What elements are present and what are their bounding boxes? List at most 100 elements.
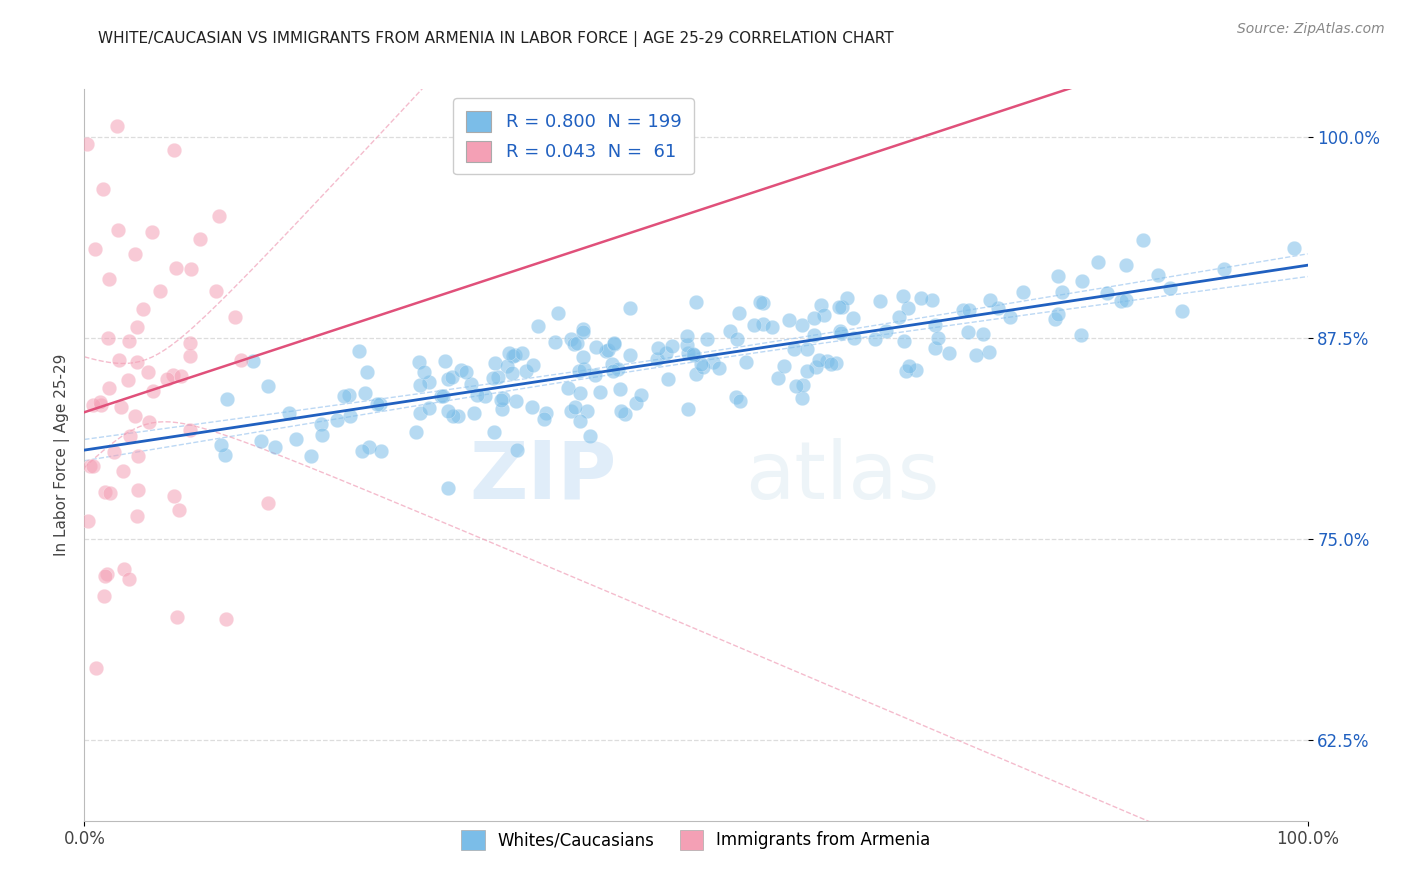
Point xyxy=(702,355,724,369)
Point xyxy=(76,136,98,151)
Point xyxy=(515,364,537,378)
Point xyxy=(299,449,322,463)
Point xyxy=(778,312,800,326)
Point xyxy=(188,231,211,245)
Point xyxy=(696,332,718,346)
Point xyxy=(107,223,129,237)
Point xyxy=(569,414,592,428)
Point xyxy=(603,337,626,351)
Point xyxy=(214,448,236,462)
Point xyxy=(692,360,714,375)
Point xyxy=(796,363,818,377)
Point xyxy=(505,394,527,409)
Point xyxy=(790,318,813,332)
Point xyxy=(1171,303,1194,318)
Point xyxy=(572,351,595,365)
Point xyxy=(1095,286,1118,301)
Point xyxy=(630,388,652,402)
Point xyxy=(82,458,104,473)
Point xyxy=(810,298,832,312)
Point xyxy=(957,302,980,317)
Point xyxy=(370,444,392,458)
Point xyxy=(803,311,825,326)
Point xyxy=(111,464,134,478)
Point xyxy=(108,353,131,368)
Point xyxy=(437,404,460,418)
Point xyxy=(89,398,111,412)
Point xyxy=(576,404,599,418)
Point xyxy=(465,388,488,402)
Point xyxy=(103,444,125,458)
Point xyxy=(1087,255,1109,269)
Point xyxy=(572,322,595,336)
Point xyxy=(501,366,523,380)
Point xyxy=(437,481,460,495)
Text: ZIP: ZIP xyxy=(470,438,616,516)
Point xyxy=(813,308,835,322)
Point xyxy=(263,440,285,454)
Point xyxy=(751,317,773,331)
Point xyxy=(1147,268,1170,282)
Point xyxy=(600,357,623,371)
Point xyxy=(1050,285,1073,299)
Point xyxy=(163,489,186,503)
Point xyxy=(127,483,149,497)
Point xyxy=(333,389,356,403)
Point xyxy=(609,382,631,396)
Point xyxy=(661,339,683,353)
Point xyxy=(163,143,186,157)
Point xyxy=(434,354,457,368)
Point xyxy=(560,332,582,346)
Point xyxy=(326,413,349,427)
Point xyxy=(120,429,142,443)
Point xyxy=(97,331,120,345)
Point xyxy=(526,318,548,333)
Point xyxy=(284,433,307,447)
Point xyxy=(124,409,146,424)
Point xyxy=(82,397,104,411)
Point xyxy=(1115,293,1137,307)
Point xyxy=(772,359,794,373)
Point xyxy=(585,340,607,354)
Point xyxy=(742,318,765,332)
Point xyxy=(598,343,620,357)
Point xyxy=(166,610,188,624)
Point xyxy=(205,284,228,298)
Point xyxy=(807,352,830,367)
Point xyxy=(965,348,987,362)
Point xyxy=(456,365,478,379)
Point xyxy=(84,661,107,675)
Point xyxy=(337,388,360,402)
Point xyxy=(368,397,391,411)
Point xyxy=(979,293,1001,307)
Point xyxy=(1132,233,1154,247)
Point xyxy=(595,344,617,359)
Point xyxy=(93,569,115,583)
Point xyxy=(569,385,592,400)
Point xyxy=(505,443,527,458)
Point xyxy=(830,326,852,340)
Point xyxy=(806,359,828,374)
Point xyxy=(893,334,915,348)
Point xyxy=(921,293,943,307)
Text: WHITE/CAUCASIAN VS IMMIGRANTS FROM ARMENIA IN LABOR FORCE | AGE 25-29 CORRELATIO: WHITE/CAUCASIAN VS IMMIGRANTS FROM ARMEN… xyxy=(98,31,894,47)
Point xyxy=(815,354,838,368)
Point xyxy=(278,405,301,419)
Point xyxy=(562,336,585,351)
Point xyxy=(498,346,520,360)
Point xyxy=(138,415,160,429)
Point xyxy=(979,345,1001,359)
Point xyxy=(522,358,544,372)
Point xyxy=(603,336,626,351)
Point xyxy=(125,320,148,334)
Point xyxy=(430,389,453,403)
Point xyxy=(441,409,464,423)
Point xyxy=(897,301,920,315)
Point xyxy=(785,379,807,393)
Point xyxy=(547,306,569,320)
Point xyxy=(835,291,858,305)
Point xyxy=(624,396,647,410)
Point xyxy=(1047,268,1070,283)
Point xyxy=(179,335,201,350)
Point xyxy=(863,332,886,346)
